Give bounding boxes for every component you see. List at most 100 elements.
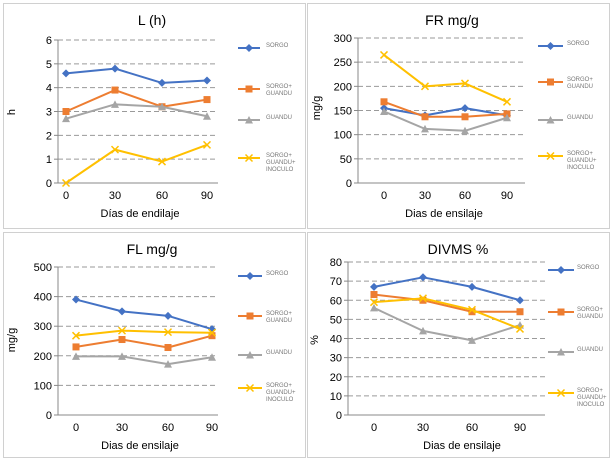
y-tick-label: 500	[34, 262, 52, 274]
data-point-sorgo+-guandu+-inoculo-stroke	[71, 331, 81, 340]
chart-title: FL mg/g	[127, 241, 178, 257]
legend-marker-sorgo+-guandu+-inoculo-stroke	[556, 388, 566, 398]
legend-marker-sorgo+-guandu	[245, 85, 253, 93]
series-line-sorgo+-guandu+-inoculo	[65, 143, 208, 184]
data-point-sorgo+-guandu+-inoculo	[71, 331, 81, 340]
data-point-sorgo	[419, 273, 427, 282]
y-axis-title: h	[6, 109, 18, 115]
y-tick-label: 80	[330, 257, 342, 269]
x-tick-label: 60	[162, 422, 174, 434]
y-tick-label: 300	[334, 33, 352, 45]
data-point-sorgo+-guandu	[208, 332, 216, 340]
y-tick-label: 10	[330, 391, 342, 403]
legend-label-sorgo+-guandu: SORGO+ GUANDU	[577, 307, 603, 320]
data-point-sorgo	[370, 282, 378, 291]
y-axis-title: mg/g	[311, 96, 323, 120]
data-point-guandu	[468, 336, 476, 344]
data-point-sorgo+-guandu	[370, 291, 378, 299]
x-tick-label: 90	[501, 190, 513, 202]
data-point-guandu	[118, 352, 126, 360]
series-line-sorgo	[383, 107, 508, 117]
x-axis-title: Dias de ensilaje	[101, 440, 179, 452]
series-line-guandu	[76, 355, 213, 366]
data-point-sorgo	[164, 311, 172, 320]
x-axis-title: Dias de ensilaje	[405, 208, 483, 220]
x-tick-label: 60	[156, 190, 168, 202]
data-point-sorgo+-guandu+-inoculo-stroke	[61, 178, 71, 188]
data-point-sorgo+-guandu+-inoculo-stroke	[157, 157, 167, 166]
x-tick-label: 0	[63, 190, 69, 202]
legend-marker-sorgo+-guandu+-inoculo	[556, 388, 566, 398]
legend-label-sorgo: SORGO	[266, 271, 289, 277]
legend-label-sorgo+-guandu+-inoculo: SORGO+ GUANDU+ INOCULO	[266, 153, 296, 173]
chart-panel-2: FR mg/g 0 50 100 150 200 250 300 0 30 60 90 Dias de …	[307, 3, 610, 229]
data-point-sorgo+-guandu	[203, 96, 211, 104]
data-point-sorgo+-guandu+-inoculo	[110, 145, 120, 154]
data-point-sorgo	[111, 64, 119, 73]
legend-label-sorgo+-guandu: SORGO+ GUANDU	[567, 77, 593, 90]
y-tick-label: 2	[46, 130, 52, 142]
data-point-sorgo+-guandu+-inoculo	[157, 157, 167, 166]
chart-panel-3: FL mg/g 0 100 200 300 400 500 0 30 60 90 Dias de en…	[3, 232, 306, 458]
data-point-sorgo+-guandu+-inoculo-stroke	[369, 298, 379, 307]
series-line-sorgo+-guandu+-inoculo	[373, 297, 521, 330]
data-point-sorgo+-guandu+-inoculo-stroke	[502, 97, 512, 106]
x-tick-label: 0	[381, 190, 387, 202]
series-line-sorgo+-guandu+-inoculo	[75, 329, 213, 337]
series-line-guandu	[383, 110, 508, 132]
data-point-guandu	[380, 107, 388, 115]
y-tick-label: 250	[334, 57, 352, 69]
series-line-sorgo	[373, 276, 521, 302]
data-point-sorgo+-guandu	[62, 108, 70, 115]
series-line-guandu	[373, 306, 521, 342]
data-point-sorgo+-guandu	[118, 336, 126, 344]
legend-label-sorgo+-guandu: SORGO+ GUANDU	[266, 84, 292, 97]
chart-frame	[307, 232, 610, 458]
y-tick-label: 0	[346, 178, 352, 190]
series-line-sorgo+-guandu+-inoculo	[383, 54, 508, 103]
data-point-guandu	[419, 326, 427, 335]
legend-marker-guandu	[246, 351, 254, 359]
data-point-guandu	[164, 360, 172, 368]
legend-marker-sorgo+-guandu+-inoculo-stroke	[546, 151, 555, 161]
data-point-sorgo+-guandu+-inoculo-stroke	[207, 328, 217, 337]
data-point-sorgo+-guandu	[164, 344, 172, 352]
data-point-sorgo+-guandu+-inoculo-stroke	[110, 145, 120, 154]
legend-label-sorgo: SORGO	[266, 43, 289, 49]
data-point-sorgo	[516, 296, 524, 305]
chart-panel-4: DIVMS % 0 10 20 30 40 50 60 70 80 0 30 60 90 Dias de e…	[307, 232, 610, 458]
legend-marker-guandu	[546, 116, 555, 124]
y-axis-title: mg/g	[6, 328, 18, 352]
data-point-sorgo+-guandu+-inoculo	[61, 178, 71, 188]
data-point-sorgo	[72, 295, 80, 304]
data-point-sorgo+-guandu	[72, 343, 80, 351]
data-point-guandu	[370, 303, 378, 312]
data-point-sorgo+-guandu	[111, 86, 119, 94]
x-tick-label: 0	[73, 422, 79, 434]
chart-title: FR mg/g	[425, 12, 479, 28]
y-tick-label: 200	[34, 351, 52, 363]
legend-label-sorgo+-guandu+-inoculo: SORGO+ GUANDU+ INOCULO	[266, 383, 296, 403]
legend-label-sorgo+-guandu+-inoculo: SORGO+ GUANDU+ INOCULO	[567, 151, 597, 171]
x-tick-label: 30	[116, 422, 128, 434]
x-axis-title: Dias de ensilaje	[423, 440, 501, 452]
y-tick-label: 0	[46, 178, 52, 190]
data-point-sorgo+-guandu+-inoculo-stroke	[163, 328, 173, 337]
data-point-sorgo	[118, 307, 126, 316]
legend-label-guandu: GUANDU	[577, 347, 603, 353]
data-point-sorgo+-guandu+-inoculo-stroke	[515, 324, 525, 333]
y-tick-label: 0	[46, 410, 52, 422]
legend-marker-sorgo	[557, 266, 565, 274]
data-point-guandu	[208, 353, 216, 361]
data-point-sorgo+-guandu+-inoculo	[207, 328, 217, 337]
legend-marker-sorgo+-guandu	[547, 78, 554, 86]
data-point-sorgo+-guandu	[380, 98, 388, 106]
y-axis-title: %	[309, 335, 321, 345]
series-line-sorgo+-guandu	[383, 100, 508, 118]
data-point-guandu	[111, 100, 119, 108]
legend-marker-sorgo+-guandu+-inoculo	[245, 383, 255, 393]
data-point-sorgo	[468, 282, 476, 291]
data-point-guandu	[503, 113, 511, 122]
data-point-sorgo+-guandu+-inoculo	[515, 324, 525, 333]
